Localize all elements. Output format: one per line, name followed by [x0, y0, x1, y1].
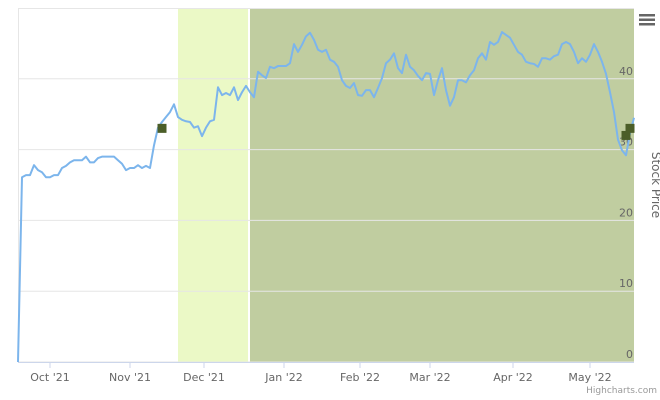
- x-tick-label: Apr '22: [493, 371, 533, 384]
- event-marker: [157, 123, 167, 133]
- x-tick-label: May '22: [568, 371, 611, 384]
- plot-band: [250, 8, 634, 362]
- x-tick-label: Feb '22: [340, 371, 380, 384]
- event-marker: [621, 130, 631, 140]
- y-tick-label: 0: [626, 348, 633, 361]
- y-tick-label: 10: [619, 277, 633, 290]
- y-tick-label: 20: [619, 206, 633, 219]
- credits: Highcharts.com: [586, 386, 657, 396]
- x-tick-label: Oct '21: [30, 371, 70, 384]
- menu-button[interactable]: [636, 10, 658, 30]
- x-tick-label: Mar '22: [409, 371, 450, 384]
- x-tick-label: Jan '22: [264, 371, 302, 384]
- x-tick-label: Dec '21: [183, 371, 225, 384]
- plot-band: [178, 8, 248, 362]
- y-tick-label: 40: [619, 65, 633, 78]
- y-axis-title: Stock Price: [649, 152, 660, 218]
- x-tick-label: Nov '21: [109, 371, 151, 384]
- price-line: [17, 31, 635, 363]
- event-marker: [625, 123, 635, 133]
